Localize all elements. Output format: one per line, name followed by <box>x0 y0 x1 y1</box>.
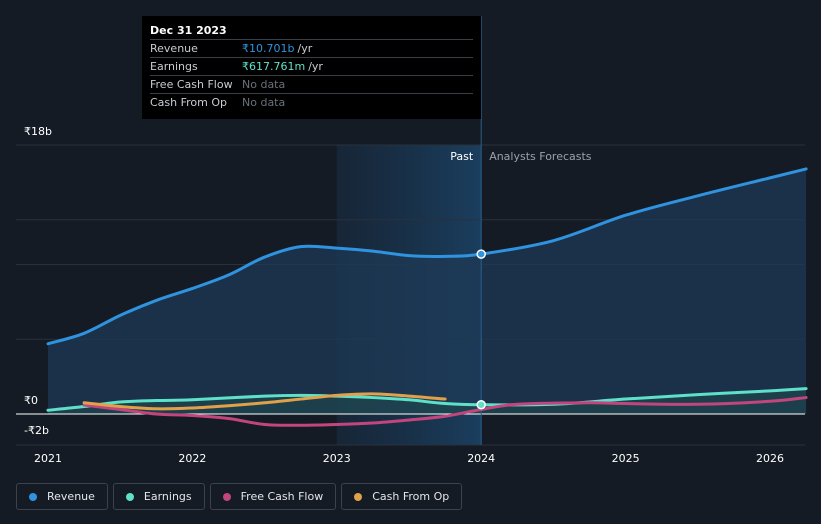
tooltip-value: ₹10.701b <box>242 42 295 55</box>
earnings-area <box>48 388 807 414</box>
legend-label: Revenue <box>47 490 95 503</box>
series-areas <box>48 168 807 414</box>
tooltip: Dec 31 2023 Revenue ₹10.701b /yr Earning… <box>142 16 481 119</box>
x-tick-label: 2025 <box>612 452 640 465</box>
y-axis-label: ₹18b <box>24 125 52 138</box>
tooltip-unit: /yr <box>297 42 313 55</box>
legend-item-free-cash-flow[interactable]: Free Cash Flow <box>209 483 337 510</box>
revenue-line <box>46 167 808 346</box>
tooltip-date: Dec 31 2023 <box>150 24 227 37</box>
series-lines <box>46 167 808 427</box>
tooltip-row-revenue: Revenue ₹10.701b /yr <box>150 39 473 57</box>
tooltip-unit: /yr <box>308 60 323 73</box>
x-tick-label: 2023 <box>323 452 351 465</box>
tooltip-row-earnings: Earnings ₹617.761m /yr <box>150 57 473 75</box>
tooltip-label: Cash From Op <box>150 96 228 109</box>
tooltip-row-cash-from-op: Cash From Op No data <box>150 93 473 111</box>
legend-dot-icon <box>29 492 37 501</box>
axis-labels: ₹18b ₹0 -₹2b 2021 2022 2023 2024 2025 2026 Past An… <box>24 125 784 465</box>
x-tick-label: 2024 <box>467 452 495 465</box>
legend-item-cash-from-op[interactable]: Cash From Op <box>341 483 463 510</box>
tooltip-value: No data <box>242 78 286 91</box>
tooltip-label: Free Cash Flow <box>150 78 233 91</box>
y-axis-label: ₹0 <box>24 394 38 407</box>
tooltip-value: No data <box>242 96 286 109</box>
earnings-line <box>46 387 808 412</box>
x-tick-label: 2021 <box>34 452 62 465</box>
legend-label: Free Cash Flow <box>240 490 324 503</box>
legend-item-revenue[interactable]: Revenue <box>16 483 108 510</box>
forecast-label: Analysts Forecasts <box>489 150 592 163</box>
legend-dot-icon <box>125 492 134 501</box>
earnings-highlight-point <box>476 400 486 410</box>
x-tick-label: 2022 <box>178 452 206 465</box>
highlight-points <box>476 249 486 410</box>
y-axis-label: -₹2b <box>24 424 49 437</box>
tooltip-value: ₹617.761m <box>242 60 306 73</box>
past-label: Past <box>450 150 474 163</box>
legend-label: Cash From Op <box>372 490 450 503</box>
legend-dot-icon <box>354 492 363 501</box>
revenue-highlight-point <box>476 249 486 259</box>
legend: Revenue Earnings Free Cash Flow Cash Fro… <box>16 483 463 510</box>
free-cash-flow-line <box>82 396 808 427</box>
revenue-area <box>48 168 807 414</box>
tooltip-label: Revenue <box>150 42 198 55</box>
legend-dot-icon <box>222 492 231 501</box>
legend-label: Earnings <box>143 490 192 503</box>
x-tick-label: 2026 <box>756 452 784 465</box>
tooltip-label: Earnings <box>150 60 198 73</box>
tooltip-row-free-cash-flow: Free Cash Flow No data <box>150 75 473 93</box>
cash-from-op-line <box>82 392 447 411</box>
legend-item-earnings[interactable]: Earnings <box>112 483 205 510</box>
